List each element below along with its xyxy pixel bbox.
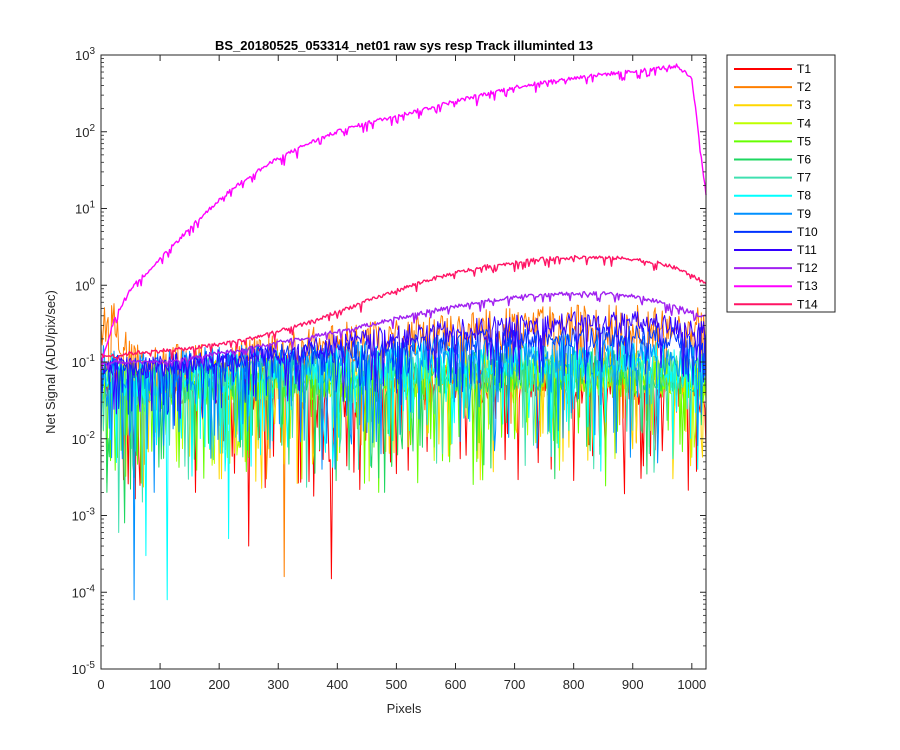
chart-title: BS_20180525_053314_net01 raw sys resp Tr… [215,38,593,53]
y-tick-label-3: 103 [75,46,95,63]
legend-label-t4: T4 [797,116,811,130]
y-tick-label--2: 10-2 [72,430,96,447]
y-axis-label: Net Signal (ADU/pix/sec) [43,290,58,434]
x-tick-label-700: 700 [504,677,526,692]
x-tick-label-100: 100 [149,677,171,692]
x-tick-label-400: 400 [326,677,348,692]
legend-label-t1: T1 [797,62,811,76]
x-tick-label-900: 900 [622,677,644,692]
legend-label-t14: T14 [797,297,818,311]
ticks-layer: 0 100 200 300 400 500 600 700 800 900 1000 10-5 10-4… [72,46,707,692]
legend-label-t7: T7 [797,171,811,185]
legend-label-t6: T6 [797,153,811,167]
legend: T1 T2 T3 T4 T5 T6 T7 T8 T9 T10 T11 T12 T13 T14 [726,54,836,313]
x-tick-label-0: 0 [97,677,104,692]
legend-label-t2: T2 [797,80,811,94]
x-tick-label-200: 200 [208,677,230,692]
y-tick-label--4: 10-4 [72,583,96,600]
series-line-t13 [100,63,707,372]
series-line-t8 [100,340,707,601]
legend-box [726,54,836,313]
y-tick-label--3: 10-3 [72,507,96,524]
legend-label-t11: T11 [797,243,817,257]
x-tick-label-1000: 1000 [677,677,706,692]
y-tick-label-0: 100 [75,276,95,293]
y-tick-label-2: 102 [75,123,95,140]
legend-label-t12: T12 [797,261,818,275]
x-axis-label: Pixels [387,701,422,716]
y-tick-label--1: 10-1 [72,353,96,370]
legend-label-t8: T8 [797,189,811,203]
series-line-t14 [100,254,707,361]
x-tick-label-500: 500 [386,677,408,692]
series-layer [100,63,707,601]
series-line-t12 [100,291,707,370]
legend-label-t13: T13 [797,279,818,293]
y-tick-label-1: 101 [75,200,95,217]
x-tick-label-300: 300 [267,677,289,692]
y-tick-label--5: 10-5 [72,660,96,677]
legend-label-t10: T10 [797,225,818,239]
legend-label-t9: T9 [797,207,811,221]
x-tick-label-600: 600 [445,677,467,692]
legend-label-t3: T3 [797,98,811,112]
legend-label-t5: T5 [797,134,811,148]
x-tick-label-800: 800 [563,677,585,692]
